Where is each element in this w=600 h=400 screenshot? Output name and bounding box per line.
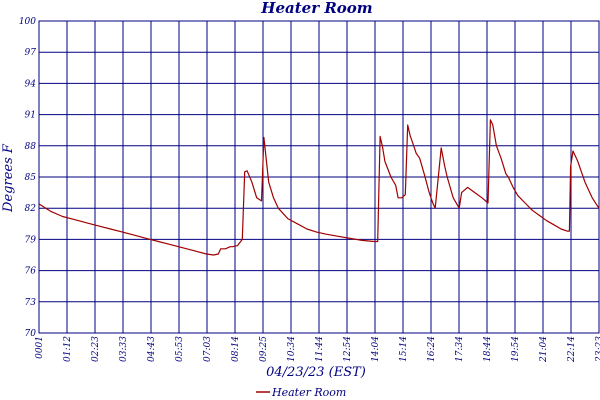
- x-tick-label: 07:03: [203, 336, 213, 362]
- y-tick-labels: 100 97 94 91 88 85 82 79 76 73 70: [19, 17, 36, 339]
- x-tick-label: 22:14: [567, 336, 577, 363]
- x-tick-label: 03:33: [119, 336, 129, 362]
- grid: [38, 20, 600, 334]
- x-tick-label: 18:44: [483, 336, 493, 362]
- series-line: [38, 119, 600, 256]
- y-tick-label: 91: [25, 111, 36, 121]
- x-tick-label: 09:25: [259, 336, 269, 362]
- x-axis-label: 04/23/23 (EST): [266, 365, 366, 380]
- x-tick-label: 21:04: [539, 336, 549, 363]
- y-tick-label: 88: [25, 142, 37, 152]
- x-tick-label: 02:23: [91, 336, 101, 362]
- y-tick-label: 70: [25, 329, 37, 339]
- y-tick-label: 76: [25, 267, 37, 277]
- y-axis-label: Degrees F: [1, 143, 16, 213]
- x-tick-label: 08:14: [231, 336, 241, 362]
- x-tick-label: 10:34: [287, 336, 297, 362]
- x-tick-label: 23:23: [595, 336, 600, 363]
- x-tick-label: 0001: [35, 336, 45, 359]
- y-tick-label: 79: [25, 235, 37, 245]
- series-group: [38, 119, 600, 256]
- x-tick-label: 04:43: [147, 336, 157, 362]
- x-tick-label: 14:04: [371, 336, 381, 362]
- chart-title: Heater Room: [260, 0, 372, 17]
- x-tick-labels: 0001 01:12 02:23 03:33 04:43 05:53 07:03 08:14 0…: [35, 336, 600, 363]
- x-tick-label: 17:34: [455, 336, 465, 362]
- y-tick-label: 85: [25, 173, 37, 183]
- x-tick-label: 16:24: [427, 336, 437, 362]
- y-tick-label: 82: [25, 204, 37, 214]
- legend-label: Heater Room: [271, 386, 346, 399]
- x-tick-label: 11:44: [315, 336, 325, 362]
- x-tick-label: 15:14: [399, 336, 409, 362]
- x-tick-label: 01:12: [63, 336, 73, 362]
- y-tick-label: 94: [25, 79, 37, 89]
- x-tick-label: 05:53: [175, 336, 185, 362]
- y-tick-label: 100: [19, 17, 36, 27]
- y-tick-label: 97: [25, 48, 37, 58]
- x-tick-label: 19:54: [511, 336, 521, 362]
- legend: Heater Room: [256, 386, 346, 399]
- y-tick-label: 73: [25, 298, 37, 308]
- x-tick-label: 12:54: [343, 336, 353, 362]
